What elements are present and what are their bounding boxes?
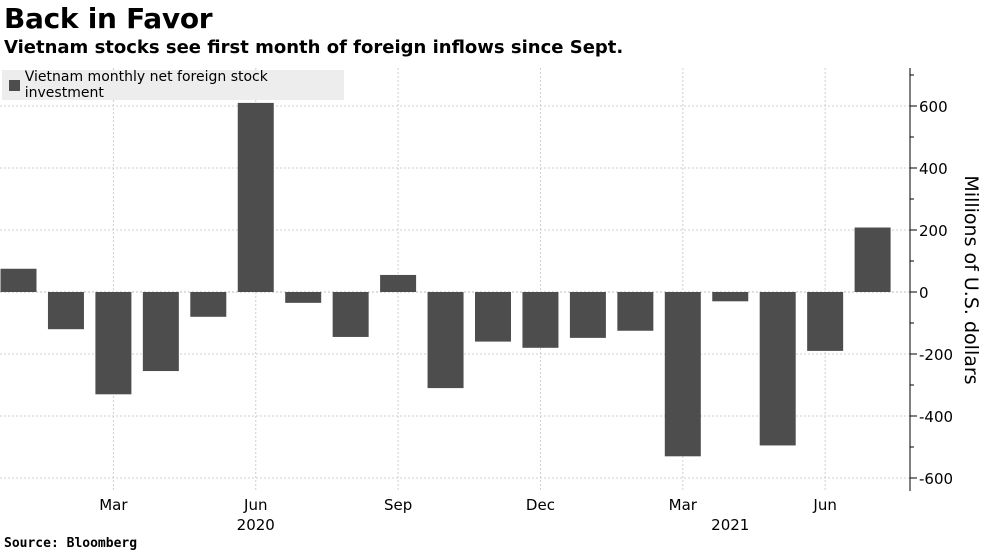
x-tick-label: Mar (99, 496, 128, 514)
y-tick-label: 400 (919, 160, 948, 178)
y-tick-label: -400 (919, 408, 953, 426)
bar (380, 274, 417, 292)
bar (569, 292, 606, 338)
bar (237, 102, 274, 293)
legend-label: Vietnam monthly net foreign stock invest… (24, 69, 268, 101)
bar (664, 292, 701, 457)
source-note: Source: Bloomberg (4, 536, 138, 551)
bar (807, 292, 844, 351)
x-tick-label: Jun (812, 496, 836, 514)
chart-subtitle: Vietnam stocks see first month of foreig… (4, 37, 624, 58)
bar (47, 292, 84, 330)
y-tick-label: 0 (919, 284, 929, 302)
bar (285, 292, 322, 303)
bar (142, 292, 179, 372)
bar (617, 292, 654, 331)
bar (712, 292, 749, 302)
bar (95, 292, 132, 395)
bar (475, 292, 511, 342)
y-tick-label: 200 (919, 222, 948, 240)
y-tick-label: 600 (919, 98, 948, 116)
x-tick-label: Sep (384, 496, 412, 514)
y-axis-title: Millions of U.S. dollars (960, 175, 982, 384)
bar (427, 292, 464, 389)
y-axis: 600 400 200 0 -200 -400 -600 (909, 68, 953, 491)
x-axis: Mar Jun Sep Dec Mar Jun 2020 2021 (99, 496, 837, 534)
x-year-label: 2020 (237, 516, 275, 534)
x-year-label: 2021 (711, 516, 749, 534)
legend: Vietnam monthly net foreign stock invest… (2, 69, 344, 101)
x-tick-label: Jun (243, 496, 267, 514)
bar (854, 227, 891, 292)
x-tick-label: Dec (526, 496, 555, 514)
bar (522, 292, 559, 348)
chart-title: Back in Favor (4, 2, 213, 35)
bar (332, 292, 369, 337)
x-tick-label: Mar (669, 496, 698, 514)
bar-series (0, 102, 891, 457)
y-tick-label: -600 (919, 470, 953, 488)
y-tick-label: -200 (919, 346, 953, 364)
bar (190, 292, 227, 317)
bar (0, 268, 37, 292)
bar (759, 292, 796, 446)
legend-swatch (9, 79, 20, 91)
